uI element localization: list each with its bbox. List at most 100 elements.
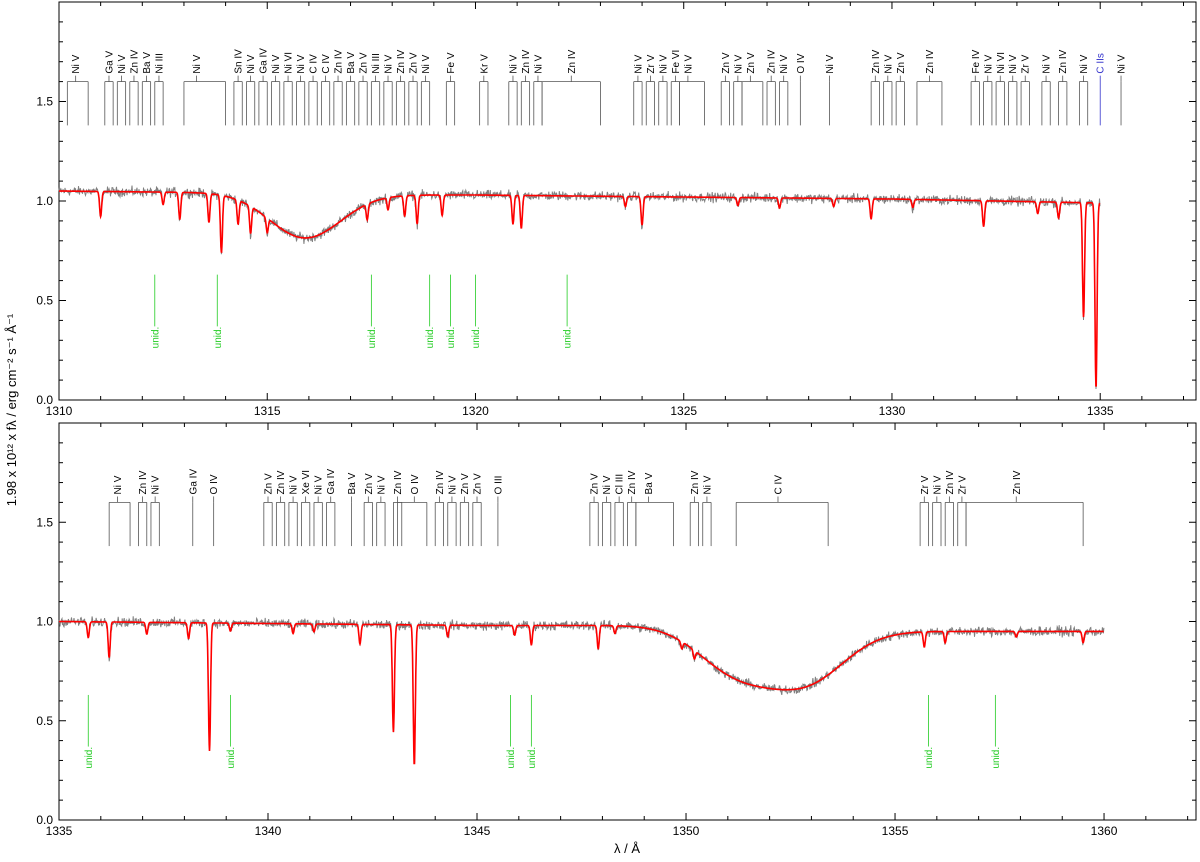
line-id-label: C IV [309,54,320,74]
line-id-label: Zn IV [334,49,345,73]
panel-bottom: 1335 1340 1345 1350 1355 1360 0.0 0.5 1.0 1.5 Ni V… [36,422,1197,838]
y-axis-label: 1.98 x 10¹² x fλ / erg cm⁻² s⁻¹ Å⁻¹ [4,313,19,506]
line-id-label: Zn V [409,52,420,73]
line-id-label: Fe V [446,52,457,73]
line-id-label: Zr V [920,475,931,494]
unid-label: unid. [471,327,482,349]
unid-label: unid. [924,747,935,769]
line-id-label: Xe VI [301,470,312,494]
unid-label: unid. [84,747,95,769]
line-id-label: Ni V [421,54,432,73]
unid-label: unid. [563,327,574,349]
line-id-label: Zr V [1021,54,1032,73]
line-id-label: Ni V [658,54,669,73]
line-id-label: Ni V [1008,54,1019,73]
y-tick-label: 0.0 [36,813,53,827]
line-id-label: Zn V [721,52,732,73]
line-id-label: Ni V [296,54,307,73]
line-id-label: Ba V [347,472,358,494]
line-id-label: O III [493,476,504,495]
unid-label: unid. [213,327,224,349]
line-id-label: Ni V [314,475,325,494]
line-id-label: Ni V [447,475,458,494]
x-tick-label: 1345 [464,824,491,838]
line-id-label: Zn V [590,473,601,494]
line-id-label: Ni V [376,475,387,494]
y-tick-label: 0.5 [36,294,53,308]
line-id-label: Zn IV [276,470,287,494]
line-id-label: Zn IV [627,470,638,494]
x-tick-label: 1335 [46,824,73,838]
unid-label: unid. [150,327,161,349]
x-tick-label: 1310 [46,404,73,418]
x-tick-label: 1335 [1087,404,1114,418]
line-id-label: Ni V [733,54,744,73]
line-id-label: Zn IV [871,49,882,73]
line-id-label: Ni V [113,475,124,494]
x-tick-label: 1360 [1091,824,1118,838]
line-id-label: Ni V [633,54,644,73]
line-id-label: Ba V [142,52,153,74]
y-tick-label: 0.0 [36,393,53,407]
line-id-label: Zn IV [567,49,578,73]
line-id-label: O IV [410,474,421,494]
line-id-label: Ga IV [326,469,337,495]
line-id-label: Zn IV [129,49,140,73]
line-id-label: Ba V [644,472,655,494]
line-id-label: Zn V [359,52,370,73]
line-id-label: Ni V [246,54,257,73]
line-id-label: C IV [773,475,784,495]
x-tick-label: 1350 [673,824,700,838]
line-id-label: Zn V [746,52,757,73]
line-id-label: Ni V [683,54,694,73]
line-id-label: Zn V [473,473,484,494]
line-id-label: Ni V [533,54,544,73]
unid-label: unid. [367,327,378,349]
line-id-label: Ni V [702,475,713,494]
line-id-label: Cl III [615,474,626,495]
line-id-label: Ga IV [259,48,270,74]
x-tick-label: 1355 [882,824,909,838]
line-id-label: Zn IV [690,470,701,494]
model-spectrum-line [59,190,1101,387]
unid-label: unid. [527,747,538,769]
x-tick-label: 1320 [462,404,489,418]
line-id-label: Ni V [983,54,994,73]
line-id-label: Ni V [825,54,836,73]
line-id-label: Ni V [71,54,82,73]
line-id-label: C IV [321,54,332,74]
line-id-label: Ni VI [996,52,1007,74]
line-id-label: Zr V [646,54,657,73]
line-id-label: Ni V [932,475,943,494]
unid-label: unid. [226,747,237,769]
x-axis-label: λ / Å [614,841,640,856]
line-id-label: Ni V [384,54,395,73]
line-id-label: Zn IV [945,470,956,494]
unid-label: unid. [425,327,436,349]
line-id-label: Ni V [883,54,894,73]
line-id-label: Ni V [508,54,519,73]
line-id-label: Ni V [192,54,203,73]
line-id-label: Ni V [779,54,790,73]
line-id-label: Sn IV [234,49,245,74]
line-id-label: Zn IV [521,49,532,73]
unid-label: unid. [991,747,1002,769]
line-id-label: Ga IV [188,469,199,495]
unid-label: unid. [446,327,457,349]
line-id-label: Fe IV [971,49,982,73]
line-id-label: Zn IV [396,49,407,73]
x-tick-label: 1330 [879,404,906,418]
line-id-label: Ni V [602,475,613,494]
line-id-label: Ni III [154,53,165,74]
line-id-label: Zn V [264,473,275,494]
ism-id-label: C IIs [1096,53,1107,74]
line-id-label: Zn IV [767,49,778,73]
line-id-label: Ni V [289,475,300,494]
line-id-label: Kr V [479,54,490,74]
line-id-label: Zn V [460,473,471,494]
line-id-label: Ga V [104,51,115,74]
y-tick-label: 1.5 [36,95,53,109]
line-id-label: Ni V [117,54,128,73]
line-id-label: Ni V [151,475,162,494]
line-id-label: Fe VI [671,50,682,74]
